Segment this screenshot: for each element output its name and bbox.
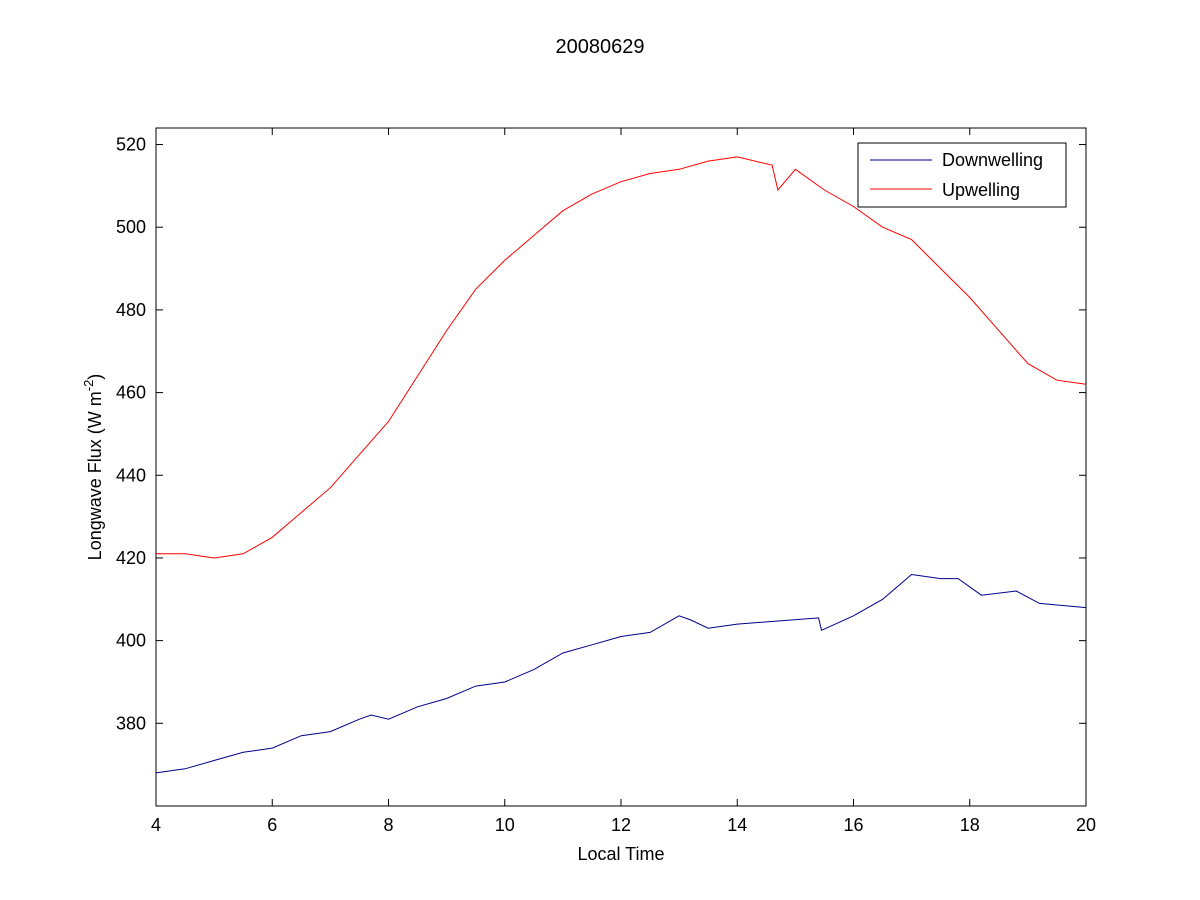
series-group <box>155 156 1087 774</box>
y-axis-label: Longwave Flux (W m-2) <box>81 374 105 561</box>
x-tick-label: 4 <box>151 815 161 835</box>
axis-ticks: 4 6 8 10 12 14 16 18 20 380 400 420 440 460 480 500 520 <box>116 128 1096 835</box>
legend: Downwelling Upwelling <box>857 142 1067 208</box>
y-tick-label: 460 <box>116 383 146 403</box>
legend-label-upwelling: Upwelling <box>942 180 1020 200</box>
series-line-downwelling <box>155 573 1087 774</box>
x-axis-label: Local Time <box>577 844 664 864</box>
y-tick-label: 480 <box>116 300 146 320</box>
x-tick-label: 12 <box>611 815 631 835</box>
x-tick-label: 18 <box>960 815 980 835</box>
legend-label-downwelling: Downwelling <box>942 150 1043 170</box>
x-tick-label: 10 <box>495 815 515 835</box>
y-axis-label-main: Longwave Flux (W m <box>85 391 105 560</box>
y-tick-label: 420 <box>116 548 146 568</box>
series-line-upwelling <box>156 156 1087 559</box>
y-tick-label: 400 <box>116 631 146 651</box>
y-tick-label: 380 <box>116 713 146 733</box>
y-axis-label-close: ) <box>85 374 105 380</box>
x-tick-label: 8 <box>383 815 393 835</box>
y-tick-label: 440 <box>116 465 146 485</box>
y-tick-label: 500 <box>116 217 146 237</box>
y-axis-label-exponent: -2 <box>81 380 96 392</box>
x-tick-label: 16 <box>843 815 863 835</box>
x-tick-label: 14 <box>727 815 747 835</box>
x-tick-label: 20 <box>1076 815 1096 835</box>
x-tick-label: 6 <box>267 815 277 835</box>
chart-title: 20080629 <box>556 36 645 58</box>
legend-box <box>857 142 1067 208</box>
y-tick-label: 520 <box>116 135 146 155</box>
plot-area <box>155 127 1087 807</box>
